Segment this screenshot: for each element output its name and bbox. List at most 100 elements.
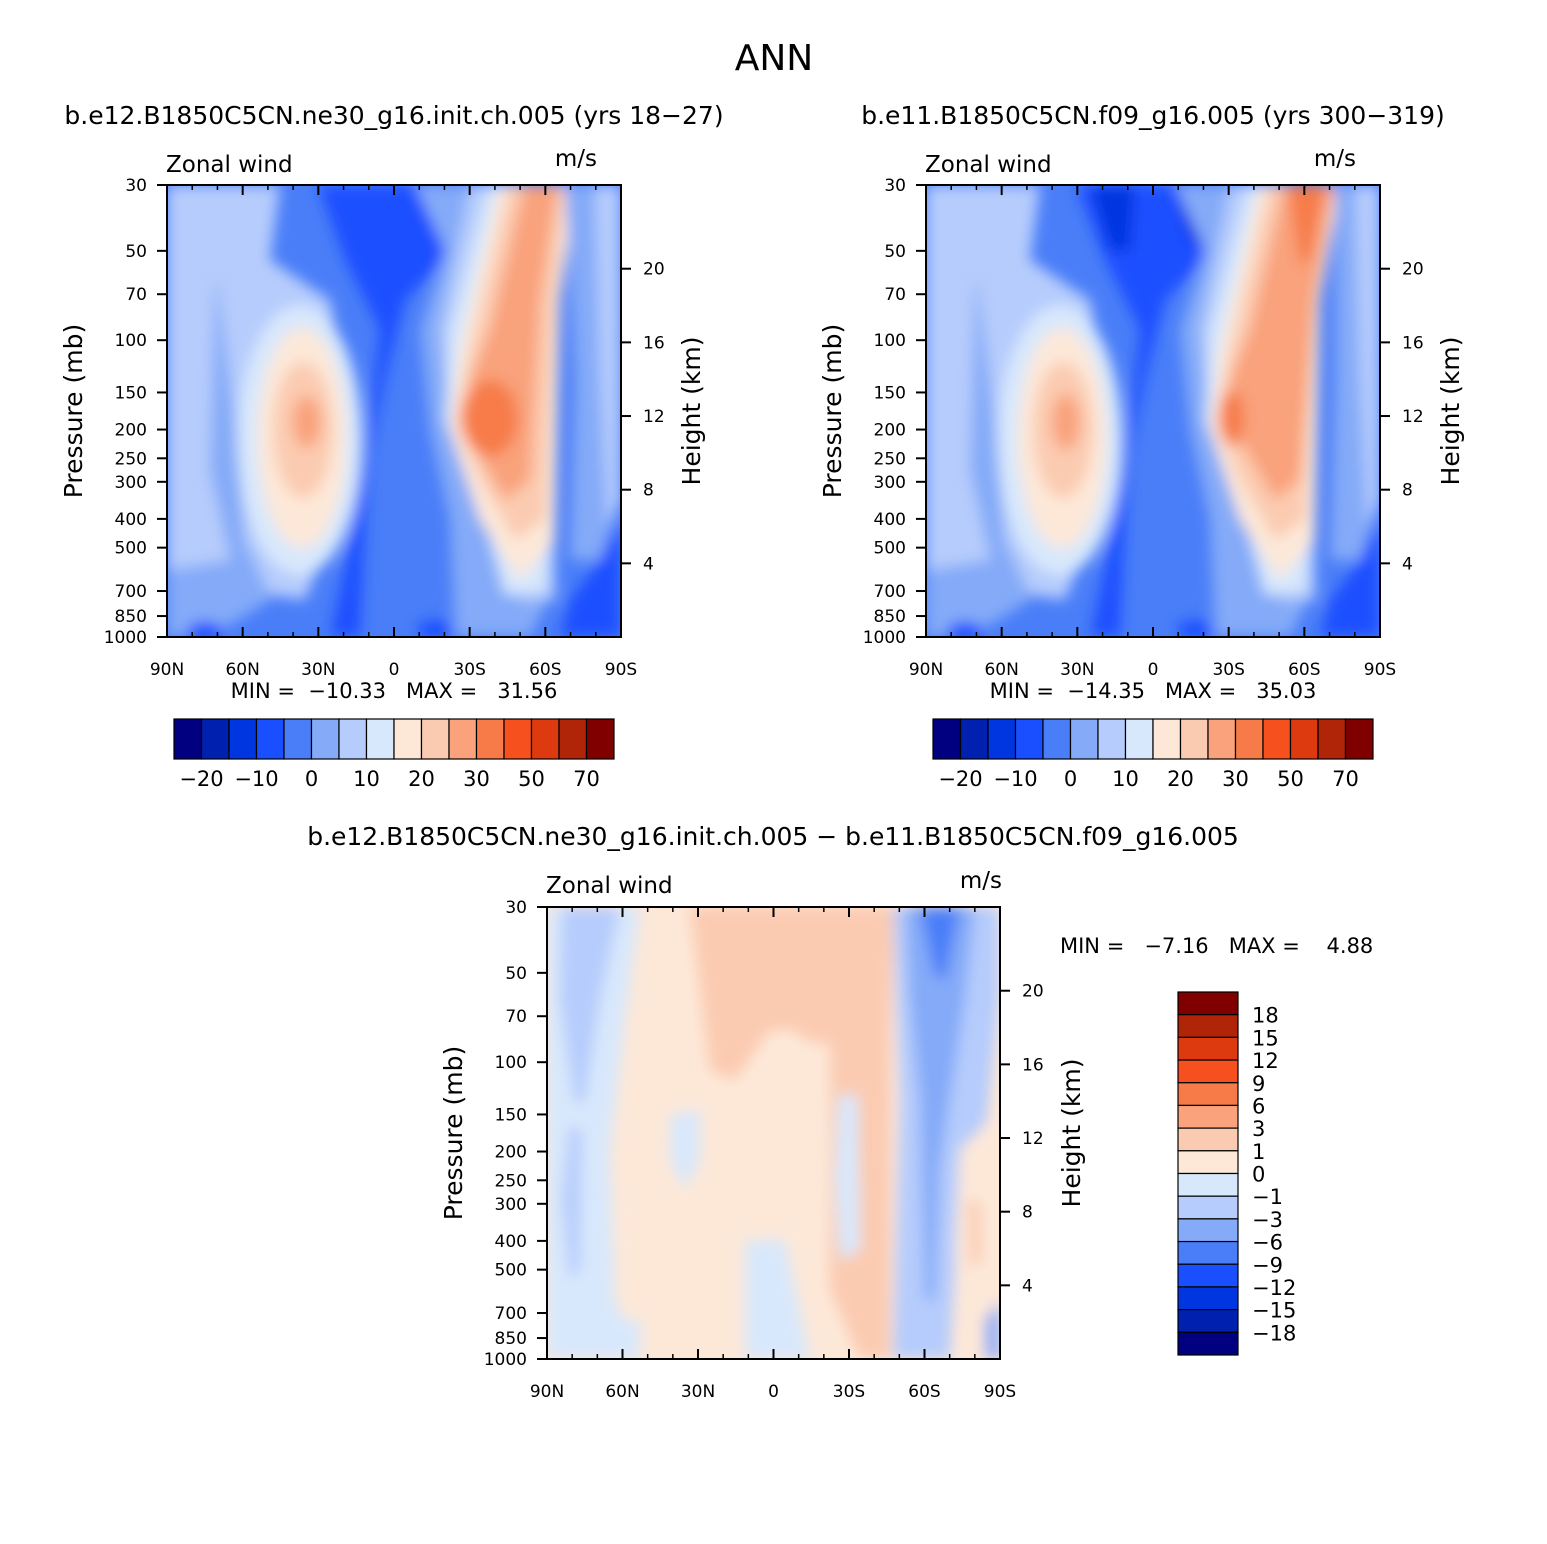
colorbar-swatch	[1177, 1195, 1239, 1220]
y-tick-label: 850	[115, 607, 147, 627]
colorbar-swatch	[1177, 1036, 1239, 1061]
colorbar-label: −18	[1252, 1321, 1296, 1345]
colorbar-label: 30	[1222, 767, 1249, 791]
colorbar-label: 18	[1252, 1004, 1279, 1028]
colorbar-label: 1	[1252, 1140, 1265, 1164]
y-tick-label: 250	[874, 449, 906, 469]
y-tick-label: 300	[495, 1195, 527, 1215]
panel-1-ylabel: Pressure (mb)	[59, 324, 88, 498]
colorbar-swatch	[448, 718, 478, 760]
colorbar-swatch	[1177, 1172, 1239, 1197]
colorbar-swatch	[987, 718, 1017, 760]
y-tick-label: 400	[495, 1232, 527, 1252]
colorbar-label: 20	[408, 767, 435, 791]
colorbar-swatch	[1177, 991, 1239, 1016]
height-tick-label: 8	[643, 481, 654, 501]
colorbar-swatch	[1179, 718, 1209, 760]
colorbar-swatch	[365, 718, 395, 760]
colorbar-label: −12	[1252, 1276, 1296, 1300]
x-tick-label: 60N	[605, 1382, 639, 1402]
colorbar-swatch	[420, 718, 450, 760]
y-tick-label: 150	[115, 383, 147, 403]
x-tick-label: 30S	[1212, 660, 1244, 680]
colorbar-label: 12	[1252, 1049, 1279, 1073]
panel-2-ylabel-right: Height (km)	[1436, 337, 1465, 486]
colorbar-label: −6	[1252, 1231, 1283, 1255]
colorbar-swatch	[1317, 718, 1347, 760]
y-tick-label: 1000	[104, 628, 147, 648]
height-tick-label: 20	[643, 260, 665, 280]
x-tick-label: 90N	[150, 660, 184, 680]
colorbar-label: −20	[179, 767, 223, 791]
height-tick-label: 12	[643, 407, 665, 427]
y-tick-label: 400	[115, 510, 147, 530]
y-tick-label: 70	[884, 285, 906, 305]
colorbar-swatch	[932, 718, 962, 760]
y-tick-label: 150	[495, 1105, 527, 1125]
panel-2-field	[926, 185, 1380, 637]
panel-2-ylabel: Pressure (mb)	[818, 324, 847, 498]
height-tick-label: 12	[1402, 407, 1424, 427]
y-tick-label: 50	[884, 242, 906, 262]
colorbar-swatch	[959, 718, 989, 760]
panel-3-field	[547, 907, 1000, 1359]
y-tick-label: 300	[874, 473, 906, 493]
colorbar-swatch	[1234, 718, 1264, 760]
y-tick-label: 30	[505, 898, 527, 918]
y-tick-label: 400	[874, 510, 906, 530]
x-tick-label: 90S	[1364, 660, 1396, 680]
colorbar-swatch	[228, 718, 258, 760]
colorbar-label: 6	[1252, 1094, 1265, 1118]
colorbar-label: −3	[1252, 1208, 1283, 1232]
y-tick-label: 100	[115, 331, 147, 351]
colorbar-label: 50	[1277, 767, 1304, 791]
y-tick-label: 150	[874, 383, 906, 403]
x-tick-label: 90S	[605, 660, 637, 680]
panel-1: b.e12.B1850C5CN.ne30_g16.init.ch.005 (yr…	[59, 101, 724, 791]
x-tick-label: 30N	[301, 660, 335, 680]
colorbar-label: 20	[1167, 767, 1194, 791]
colorbar-swatch	[1177, 1240, 1239, 1265]
colorbar-label: 0	[1252, 1163, 1265, 1187]
panel-1-field	[167, 185, 621, 637]
colorbar-swatch	[1177, 1150, 1239, 1175]
x-tick-label: 30S	[453, 660, 485, 680]
y-tick-label: 70	[125, 285, 147, 305]
colorbar-label: 70	[1332, 767, 1359, 791]
colorbar-label: −9	[1252, 1253, 1283, 1277]
colorbar-swatch	[558, 718, 588, 760]
height-tick-label: 20	[1022, 982, 1044, 1002]
colorbar-swatch	[173, 718, 203, 760]
colorbar-swatch	[475, 718, 505, 760]
y-tick-label: 1000	[484, 1350, 527, 1370]
y-tick-label: 200	[874, 421, 906, 441]
colorbar-label: 70	[573, 767, 600, 791]
height-tick-label: 20	[1402, 260, 1424, 280]
panel-1-colorbar: −20 −10 0 10 20 30 50 70	[173, 718, 615, 791]
colorbar-swatch	[1177, 1082, 1239, 1107]
panel-2: b.e11.B1850C5CN.f09_g16.005 (yrs 300−319…	[818, 101, 1465, 791]
y-tick-label: 100	[495, 1053, 527, 1073]
figure-title: ANN	[735, 38, 814, 79]
height-tick-label: 4	[643, 554, 654, 574]
colorbar-label: −20	[938, 767, 982, 791]
panel-2-units: m/s	[1314, 146, 1356, 172]
y-tick-label: 50	[125, 242, 147, 262]
x-tick-label: 30N	[681, 1382, 715, 1402]
panel-3: b.e12.B1850C5CN.ne30_g16.init.ch.005 − b…	[307, 822, 1373, 1402]
height-tick-label: 16	[643, 333, 665, 353]
panel-3-variable: Zonal wind	[546, 873, 673, 899]
x-tick-label: 30N	[1060, 660, 1094, 680]
x-tick-label: 60N	[225, 660, 259, 680]
x-tick-label: 0	[768, 1382, 779, 1402]
y-tick-label: 500	[115, 539, 147, 559]
panel-3-minmax: MIN = −7.16 MAX = 4.88	[1060, 934, 1373, 958]
colorbar-swatch	[1177, 1127, 1239, 1152]
colorbar-swatch	[1177, 1309, 1239, 1333]
height-tick-label: 16	[1402, 333, 1424, 353]
colorbar-swatch	[503, 718, 533, 760]
x-tick-label: 60S	[1288, 660, 1320, 680]
colorbar-swatch	[1177, 1331, 1239, 1356]
colorbar-swatch	[310, 718, 340, 760]
